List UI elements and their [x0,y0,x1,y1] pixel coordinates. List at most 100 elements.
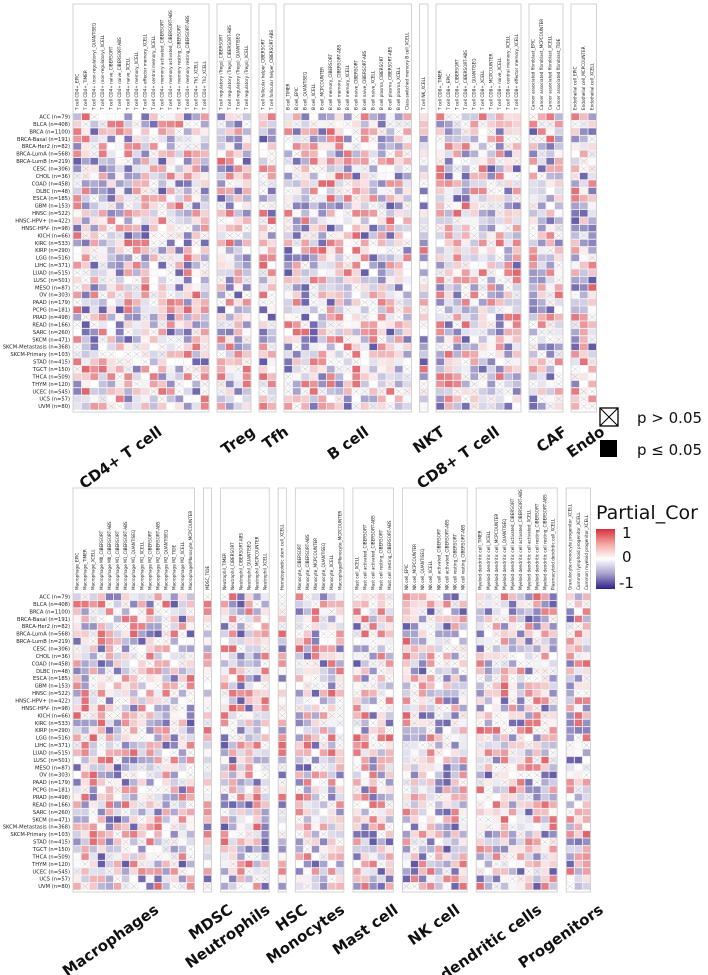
heatmap-cell [261,845,270,853]
heatmap-cell [192,350,201,358]
heatmap-cell [318,135,327,143]
heatmap-cell [588,395,597,403]
heatmap-cell [444,179,453,188]
heatmap-cell [326,269,335,277]
heatmap-cell [141,246,150,254]
heatmap-cell [418,659,427,668]
heatmap-cell [385,786,394,794]
heatmap-cell [327,682,336,690]
row-label: BRCA (n=1100) [29,129,70,135]
heatmap-cell [278,853,287,861]
heatmap-cell [124,239,133,247]
heatmap-cell [327,778,336,786]
heatmap-cell [259,120,268,128]
heatmap-cell [132,328,141,336]
heatmap-cell [132,261,141,269]
heatmap-cell [360,224,369,232]
heatmap-cell [377,771,386,779]
heatmap-cell [451,652,459,660]
heatmap-cell [192,276,201,284]
heatmap-cell [512,113,521,121]
heatmap-cell [453,202,462,210]
heatmap-cell [318,402,327,410]
heatmap-cell [183,380,192,388]
heatmap-cell [267,365,276,373]
heatmap-cell [284,350,293,358]
nonsig-cross [179,631,186,637]
heatmap-cell [326,202,335,210]
heatmap-cell [335,674,344,682]
row-label: SKCM-Metastasis (n=368) [3,345,70,351]
heatmap-cell [579,283,588,292]
heatmap-cell [369,711,378,720]
nonsig-cross [130,883,137,889]
heatmap-cell [478,313,487,321]
heatmap-cell [234,276,243,284]
heatmap-cell [318,313,327,321]
heatmap-cell [361,645,369,653]
heatmap-cell [309,150,318,158]
heatmap-cell [353,741,361,749]
row-label: LGG (n=516) [36,256,70,262]
heatmap-cell [132,165,141,173]
heatmap-cell [311,853,320,861]
heatmap-cell [129,682,138,690]
heatmap-cell [512,276,521,284]
heatmap-cell [461,402,470,410]
heatmap-cell [419,120,428,128]
heatmap-cell [175,328,184,336]
heatmap-cell [311,778,320,786]
heatmap-cell [495,165,504,173]
heatmap-cell [369,127,378,136]
heatmap-cell [579,246,588,254]
nonsig-cross [167,277,174,283]
heatmap-cell [318,239,327,247]
heatmap-cell [478,261,487,269]
nonsig-cross [108,277,115,283]
heatmap-cell [186,867,195,876]
heatmap-cell [554,202,563,210]
heatmap-cell [292,291,301,299]
nonsig-cross [285,381,292,387]
heatmap-cell [419,231,428,240]
heatmap-cell [295,645,304,653]
heatmap-cell [129,838,138,846]
heatmap-cell [113,726,122,734]
heatmap-cell [242,350,251,358]
heatmap-cell [225,373,234,381]
heatmap-cell [478,142,487,150]
heatmap-cell [343,246,352,254]
heatmap-cell [546,254,555,262]
heatmap-cell [377,313,386,321]
heatmap-cell [402,734,411,742]
heatmap-cell [402,615,411,623]
heatmap-cell [301,373,310,381]
heatmap-cell [419,328,428,336]
nonsig-cross [187,801,194,808]
heatmap-cell [149,269,158,277]
heatmap-cell [225,187,234,195]
heatmap-cell [236,682,245,690]
heatmap-cell [453,328,462,336]
heatmap-cell [81,187,90,195]
heatmap-cell [220,697,229,705]
heatmap-cell [512,224,521,232]
heatmap-cell [203,682,212,690]
nonsig-cross [485,594,492,600]
heatmap-cell [504,328,513,336]
nonsig-cross [580,165,587,172]
heatmap-cell [166,202,175,210]
heatmap-cell [166,343,175,351]
heatmap-cell [90,224,99,232]
heatmap-cell [361,697,369,705]
heatmap-cell [149,402,158,410]
nonsig-cross [344,262,351,268]
heatmap-cell [335,763,344,772]
heatmap-cell [529,350,538,358]
heatmap-cell [97,801,106,809]
heatmap-cell [529,150,538,158]
heatmap-cell [403,224,412,232]
heatmap-cell [434,600,443,608]
heatmap-cell [200,179,209,188]
